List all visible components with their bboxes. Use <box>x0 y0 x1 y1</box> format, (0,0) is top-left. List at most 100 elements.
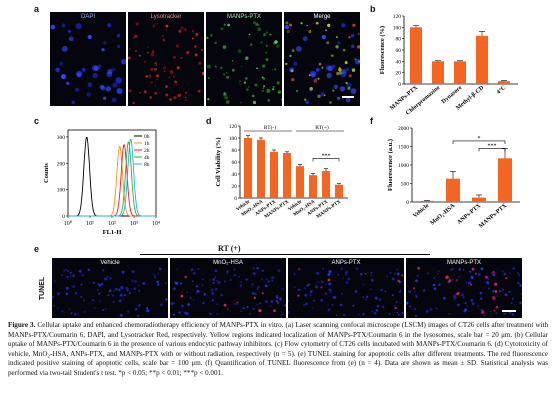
caption-label: Figure 3. <box>8 321 36 329</box>
cell-dot <box>328 288 332 292</box>
cell-dot <box>86 92 91 97</box>
cell-dot <box>165 93 169 97</box>
cell-dot <box>273 309 276 313</box>
cell-dot <box>422 289 426 292</box>
cell-dot <box>185 96 187 99</box>
cell-dot <box>155 78 158 81</box>
cell-dot <box>384 290 387 293</box>
cell-dot <box>348 74 352 78</box>
cell-dot <box>61 23 66 28</box>
cell-dot <box>102 309 105 311</box>
cell-dot <box>242 306 245 310</box>
cell-dot <box>342 48 346 52</box>
cell-dot <box>433 277 436 279</box>
cell-dot <box>308 30 312 34</box>
cell-dot <box>178 29 182 33</box>
cell-dot <box>133 37 135 39</box>
cell-dot <box>212 281 215 284</box>
cell-dot <box>257 27 262 31</box>
cell-dot <box>240 310 242 313</box>
cell-dot <box>274 68 277 71</box>
cell-dot <box>495 305 499 309</box>
cell-dot <box>455 293 458 296</box>
cell-dot <box>142 282 146 285</box>
chart-d-y-tick-label: 120 <box>229 124 238 130</box>
cell-dot <box>508 311 512 315</box>
cell-dot <box>277 269 281 273</box>
cell-dot <box>341 68 347 75</box>
cell-dot <box>265 58 269 61</box>
cell-dot <box>236 301 239 304</box>
cell-dot <box>341 23 346 28</box>
cell-dot <box>320 280 324 284</box>
cell-dot <box>316 271 320 275</box>
cell-dot <box>239 80 241 83</box>
cell-dot <box>397 313 400 316</box>
cell-dot <box>344 273 347 276</box>
cell-dot <box>326 72 332 79</box>
cell-dot <box>129 292 131 294</box>
micro-a-title-lyso: Lysotracker <box>150 14 182 20</box>
cell-dot <box>186 291 189 294</box>
cell-dot <box>360 272 363 276</box>
cell-dot <box>274 40 278 44</box>
cell-dot <box>487 287 490 290</box>
cell-dot <box>220 293 223 297</box>
cell-dot <box>173 86 175 88</box>
cell-dot <box>320 286 323 289</box>
cell-dot <box>117 34 121 38</box>
cell-dot <box>227 23 230 27</box>
cell-dot <box>97 283 100 285</box>
cell-dot <box>338 71 343 75</box>
cell-dot <box>252 100 257 105</box>
cell-dot <box>350 88 357 94</box>
cell-dot <box>296 90 298 92</box>
cell-dot <box>380 288 383 292</box>
cell-dot <box>511 313 515 316</box>
cell-dot <box>255 22 259 26</box>
cell-dot <box>256 288 259 290</box>
cell-dot <box>101 282 104 286</box>
cell-dot <box>200 48 203 51</box>
cell-dot <box>135 308 138 311</box>
cell-dot <box>432 283 436 287</box>
panel-d-letter: d <box>206 116 212 126</box>
cell-dot <box>156 23 158 25</box>
cell-dot <box>57 292 60 296</box>
cell-dot <box>65 292 69 296</box>
cell-dot <box>480 267 484 271</box>
cell-dot <box>471 267 475 271</box>
chart-f-bar <box>420 200 434 202</box>
cell-dot <box>520 293 522 295</box>
chart-b-y-tick-label: 40 <box>396 59 402 65</box>
cell-dot <box>220 66 223 69</box>
cell-dot <box>87 268 91 272</box>
cell-dot <box>489 310 491 313</box>
cell-dot <box>173 96 177 100</box>
cell-dot <box>279 298 282 301</box>
cell-dot <box>111 97 117 103</box>
chart-f-sig-bracket-1 <box>452 140 506 144</box>
cell-dot <box>87 34 92 40</box>
cell-dot <box>214 41 217 45</box>
cell-dot <box>358 313 360 316</box>
cell-dot <box>162 66 167 70</box>
chart-d-y-tick-label: 0 <box>234 196 237 202</box>
cell-dot <box>169 98 172 101</box>
cell-dot <box>209 312 212 316</box>
cell-dot <box>318 62 322 66</box>
cell-dot <box>295 46 302 52</box>
chart-d-bar <box>335 184 343 198</box>
micro-e-title-mno2: MnO₂-HSA <box>213 260 243 266</box>
cell-dot <box>332 89 335 92</box>
cell-dot <box>322 267 325 270</box>
chart-b-x-tick-label: 4°C <box>495 84 507 96</box>
cell-dot <box>414 314 418 317</box>
cell-dot <box>186 51 190 54</box>
micro-e-title-vehicle: Vehicle <box>100 260 120 266</box>
cell-dot <box>518 274 521 277</box>
chart-d-bar <box>296 166 304 198</box>
cell-dot <box>397 279 400 282</box>
chart-f-bar <box>446 178 460 202</box>
cell-dot <box>271 279 273 282</box>
